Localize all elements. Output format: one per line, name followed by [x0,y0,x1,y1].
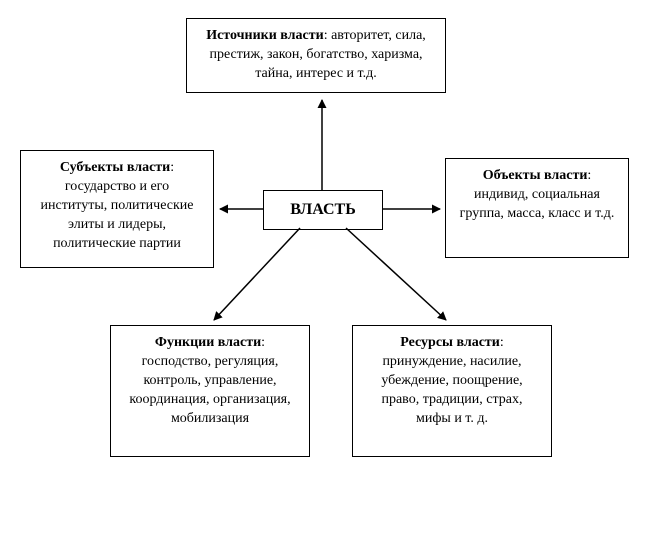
node-subjects-title: Субъекты власти [60,160,170,175]
node-resources: Ресурсы власти: принуждение, насилие, уб… [352,325,552,457]
node-functions: Функции власти: господство, регуляция, к… [110,325,310,457]
node-sources-title: Источники власти [206,28,323,43]
node-subjects: Субъекты власти: государство и его инсти… [20,150,214,268]
node-objects-title: Объекты власти [483,168,588,183]
node-objects: Объекты власти: индивид, социальная груп… [445,158,629,258]
node-center: ВЛАСТЬ [263,190,383,230]
node-sources: Источники власти: авторитет, сила, прест… [186,18,446,93]
node-functions-title: Функции власти [155,335,261,350]
node-center-label: ВЛАСТЬ [290,201,356,218]
node-resources-title: Ресурсы власти [400,335,500,350]
